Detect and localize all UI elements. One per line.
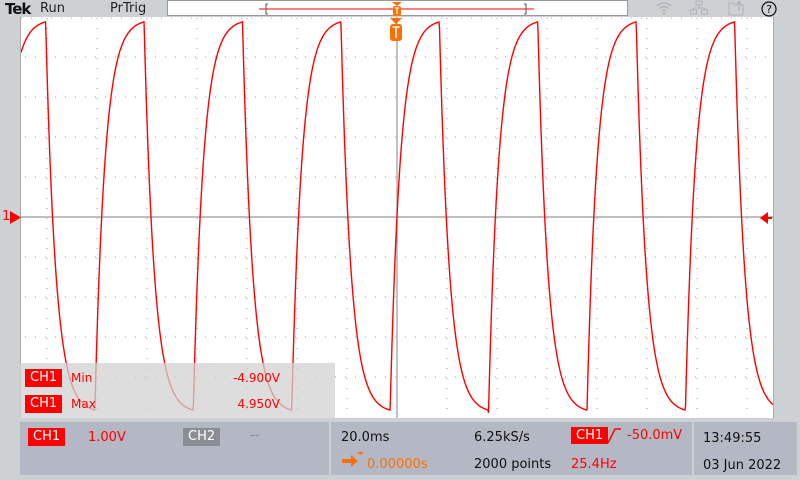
measurement-name: Min [71, 371, 93, 385]
ch2-badge[interactable]: CH2 [183, 428, 221, 446]
ch1-marker-label: 1 [2, 209, 11, 224]
trigger-level[interactable]: -50.0mV [627, 428, 683, 443]
ch1-badge[interactable]: CH1 [28, 428, 66, 446]
status-bar: Tek Run PrTrig ? [0, 0, 800, 20]
graticule [20, 17, 774, 418]
measurement-name: Max [71, 397, 96, 411]
measurement-value: -4.900V [233, 371, 280, 385]
measurements-panel[interactable]: CH1 Min -4.900V CH1 Max 4.950V [20, 363, 335, 418]
measurement-row[interactable]: CH1 Min -4.900V [20, 369, 335, 387]
record-view-graphic [259, 2, 534, 16]
sample-rate: 6.25kS/s [474, 430, 530, 445]
right-arrow-icon [10, 211, 21, 224]
clock-panel: 13:49:55 03 Jun 2022 [694, 422, 797, 475]
ch1-scale[interactable]: 1.00V [88, 430, 126, 445]
clock-date: 03 Jun 2022 [703, 458, 782, 473]
measurement-source-badge: CH1 [25, 395, 63, 413]
help-icon[interactable]: ? [761, 1, 777, 21]
clock-time: 13:49:55 [703, 431, 762, 446]
horizontal-position[interactable]: 0.00000s [367, 457, 428, 472]
horizontal-position-icon [342, 452, 364, 467]
horizontal-trigger-panel[interactable]: 20.0ms 0.00000s 6.25kS/s 2000 points CH1… [331, 422, 692, 475]
waveform-display[interactable] [20, 17, 774, 418]
trigger-state: PrTrig [110, 1, 147, 16]
measurement-source-badge: CH1 [25, 369, 63, 387]
export-icon[interactable] [728, 0, 746, 20]
record-length[interactable]: 2000 points [474, 457, 552, 472]
trigger-frequency: 25.4Hz [571, 457, 617, 472]
trigger-source-badge[interactable]: CH1 [571, 427, 609, 444]
ch1-waveform-trace [20, 20, 774, 413]
svg-text:?: ? [766, 3, 772, 16]
view-bracket-left[interactable] [265, 3, 268, 15]
time-per-div[interactable]: 20.0ms [341, 430, 390, 445]
trigger-level-marker[interactable] [760, 212, 772, 224]
wifi-icon[interactable] [655, 0, 673, 20]
view-bracket-right[interactable] [524, 3, 527, 15]
trigger-position-marker[interactable] [389, 18, 403, 44]
trigger-position-icon [392, 2, 402, 16]
brand-logo: Tek [5, 0, 31, 18]
network-icon[interactable] [690, 0, 708, 20]
ch2-scale[interactable]: -- [250, 428, 260, 443]
acquisition-state[interactable]: Run [40, 1, 65, 16]
measurement-row[interactable]: CH1 Max 4.950V [20, 395, 335, 413]
vertical-panel[interactable]: CH1 1.00V CH2 -- [20, 422, 329, 475]
rising-edge-icon [607, 428, 621, 444]
measurement-value: 4.950V [237, 397, 280, 411]
record-view[interactable] [167, 0, 628, 16]
